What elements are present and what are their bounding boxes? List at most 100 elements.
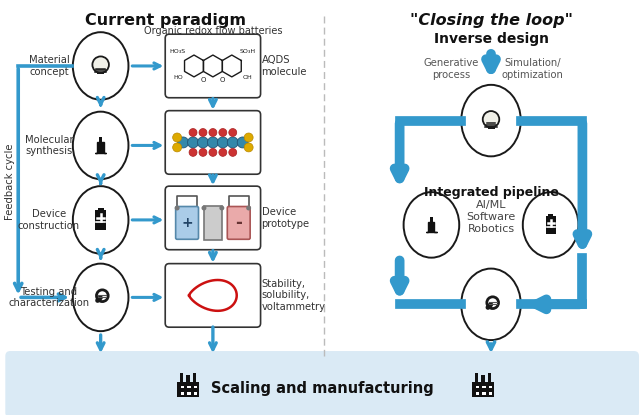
- Text: Device
construction: Device construction: [18, 209, 80, 231]
- Bar: [489, 386, 492, 389]
- Bar: [489, 392, 492, 395]
- Circle shape: [97, 290, 108, 302]
- Circle shape: [173, 143, 182, 152]
- Bar: [488, 373, 491, 382]
- Bar: [180, 386, 184, 389]
- Bar: [187, 392, 191, 395]
- Text: O: O: [201, 77, 206, 83]
- Text: SO₃H: SO₃H: [240, 49, 256, 54]
- Bar: [97, 72, 104, 74]
- Text: AI/ML: AI/ML: [476, 200, 506, 210]
- Circle shape: [189, 129, 197, 136]
- Ellipse shape: [73, 264, 129, 331]
- Circle shape: [228, 149, 237, 156]
- Ellipse shape: [404, 192, 460, 258]
- Bar: [204, 206, 222, 240]
- Bar: [488, 126, 495, 129]
- Ellipse shape: [461, 269, 521, 340]
- Text: OH: OH: [243, 75, 253, 80]
- Bar: [472, 382, 495, 397]
- Ellipse shape: [73, 186, 129, 254]
- Circle shape: [199, 129, 207, 136]
- Bar: [545, 216, 556, 234]
- Text: HO₃S: HO₃S: [170, 49, 186, 54]
- Circle shape: [202, 206, 207, 210]
- Text: Integrated pipeline: Integrated pipeline: [424, 186, 559, 198]
- Text: Stability,
solubility,
voltammetry: Stability, solubility, voltammetry: [262, 279, 326, 312]
- Text: Generative
process: Generative process: [424, 58, 479, 80]
- Text: Scaling and manufacturing: Scaling and manufacturing: [211, 381, 433, 396]
- Circle shape: [244, 133, 253, 142]
- Circle shape: [188, 137, 198, 148]
- Circle shape: [175, 206, 180, 210]
- Text: Feedback cycle: Feedback cycle: [5, 144, 15, 220]
- Bar: [476, 392, 479, 395]
- Bar: [180, 392, 184, 395]
- Circle shape: [219, 149, 227, 156]
- Text: O: O: [220, 77, 225, 83]
- Bar: [482, 392, 486, 395]
- Circle shape: [209, 129, 217, 136]
- Ellipse shape: [73, 111, 129, 179]
- Polygon shape: [426, 222, 436, 232]
- Bar: [429, 217, 433, 222]
- Circle shape: [244, 143, 253, 152]
- Circle shape: [209, 149, 217, 156]
- Bar: [187, 386, 191, 389]
- FancyBboxPatch shape: [5, 351, 639, 416]
- Text: HO: HO: [173, 75, 183, 80]
- Ellipse shape: [523, 192, 579, 258]
- Circle shape: [246, 206, 251, 210]
- Bar: [481, 374, 484, 382]
- Circle shape: [198, 137, 209, 148]
- Circle shape: [218, 137, 228, 148]
- Text: -: -: [236, 214, 242, 232]
- Circle shape: [219, 129, 227, 136]
- Circle shape: [178, 137, 189, 148]
- Bar: [97, 208, 104, 210]
- Bar: [194, 392, 198, 395]
- Bar: [180, 373, 183, 382]
- Text: Current paradigm: Current paradigm: [84, 13, 246, 28]
- Bar: [177, 382, 200, 397]
- Text: Software: Software: [467, 212, 516, 222]
- Circle shape: [199, 149, 207, 156]
- Text: "Closing the loop": "Closing the loop": [410, 13, 573, 28]
- Polygon shape: [95, 142, 106, 153]
- Circle shape: [220, 206, 224, 210]
- Text: Organic redox flow batteries: Organic redox flow batteries: [143, 26, 282, 36]
- Text: Material
concept: Material concept: [29, 55, 69, 77]
- Bar: [99, 137, 102, 142]
- Text: Molecular
synthesis: Molecular synthesis: [25, 135, 74, 156]
- FancyBboxPatch shape: [165, 186, 260, 250]
- Circle shape: [487, 297, 499, 309]
- FancyBboxPatch shape: [165, 264, 260, 327]
- FancyBboxPatch shape: [227, 206, 250, 239]
- Circle shape: [237, 137, 248, 148]
- Bar: [475, 373, 478, 382]
- Bar: [476, 386, 479, 389]
- Circle shape: [228, 129, 237, 136]
- Ellipse shape: [461, 85, 521, 156]
- Bar: [186, 374, 189, 382]
- Bar: [194, 386, 198, 389]
- Text: Inverse design: Inverse design: [433, 32, 548, 46]
- Text: AQDS
molecule: AQDS molecule: [262, 55, 307, 77]
- FancyBboxPatch shape: [165, 111, 260, 174]
- FancyBboxPatch shape: [165, 34, 260, 98]
- Text: Testing and
characterization: Testing and characterization: [8, 287, 90, 308]
- Circle shape: [189, 149, 197, 156]
- Circle shape: [227, 137, 238, 148]
- Bar: [193, 373, 196, 382]
- Text: Device
prototype: Device prototype: [262, 207, 310, 229]
- Bar: [482, 386, 486, 389]
- Text: +: +: [181, 216, 193, 230]
- Text: Robotics: Robotics: [467, 224, 515, 234]
- FancyBboxPatch shape: [175, 206, 198, 239]
- Circle shape: [173, 133, 182, 142]
- Circle shape: [92, 57, 109, 73]
- Circle shape: [207, 137, 218, 148]
- Bar: [548, 213, 554, 216]
- Circle shape: [483, 111, 499, 128]
- Bar: [95, 210, 106, 230]
